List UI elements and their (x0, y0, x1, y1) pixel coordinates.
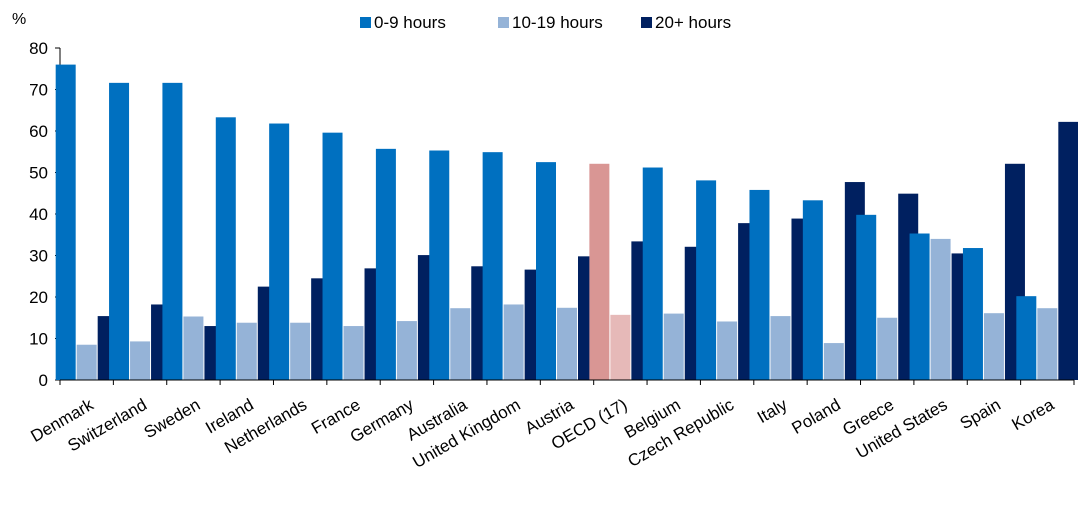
x-axis: DenmarkSwitzerlandSwedenIrelandNetherlan… (27, 379, 1075, 472)
bar-0-9-hours (802, 200, 823, 380)
chart-legend: 0-9 hours 10-19 hours 20+ hours (360, 13, 731, 32)
x-tick-label: Korea (1009, 395, 1058, 434)
y-tick-label: 20 (29, 288, 48, 307)
legend-swatch (360, 17, 371, 28)
x-tick-label: United States (853, 395, 951, 462)
bar-20-hours (1058, 121, 1078, 381)
y-tick-label: 40 (29, 205, 48, 224)
bar-0-9-hours (55, 64, 76, 380)
bar-0-9-hours (429, 150, 450, 380)
legend-label: 10-19 hours (512, 13, 603, 32)
bar-10-19-hours (823, 343, 844, 380)
bar-10-19-hours (236, 322, 257, 380)
bar-0-9-hours (162, 82, 183, 381)
bar-0-9-hours (322, 132, 343, 380)
bar-0-9-hours (642, 167, 663, 380)
bar-0-9-hours (109, 82, 130, 381)
bar-10-19-hours (130, 341, 151, 380)
legend-label: 20+ hours (655, 13, 731, 32)
bar-10-19-hours (983, 313, 1004, 380)
y-tick-label: 30 (29, 247, 48, 266)
y-tick-label: 80 (29, 39, 48, 58)
bar-10-19-hours (76, 344, 97, 380)
x-tick-label: Spain (957, 395, 1004, 433)
bar-10-19-hours (396, 321, 417, 380)
bar-10-19-hours (717, 321, 738, 380)
bar-0-9-hours (215, 117, 236, 381)
y-tick-label: 60 (29, 122, 48, 141)
x-tick-label: Italy (754, 395, 791, 427)
y-tick-label: 50 (29, 164, 48, 183)
bar-10-19-hours (503, 304, 524, 380)
bar-0-9-hours (536, 162, 556, 380)
bar-10-19-hours (930, 238, 951, 380)
bar-10-19-hours (290, 322, 311, 380)
bar-0-9-hours (909, 233, 930, 380)
bar-0-9-hours (696, 180, 717, 380)
legend-swatch (641, 17, 652, 28)
bars-group (55, 64, 1078, 381)
bar-10-19-hours (183, 316, 204, 380)
bar-10-19-hours (450, 308, 471, 380)
bar-10-19-hours (877, 317, 898, 380)
bar-10-19-hours (610, 314, 631, 380)
y-tick-label: 0 (39, 371, 48, 390)
y-axis-unit-label: % (12, 11, 26, 28)
y-tick-label: 10 (29, 330, 48, 349)
bar-0-9-hours (589, 163, 610, 380)
bar-10-19-hours (557, 307, 577, 380)
bar-10-19-hours (663, 313, 684, 380)
bar-0-9-hours (482, 152, 503, 380)
bar-0-9-hours (962, 248, 983, 380)
y-tick-label: 70 (29, 81, 48, 100)
bar-0-9-hours (269, 123, 290, 380)
bar-0-9-hours (375, 148, 396, 380)
bar-0-9-hours (749, 189, 770, 380)
legend-label: 0-9 hours (374, 13, 446, 32)
bar-0-9-hours (856, 214, 877, 380)
bar-0-9-hours (1016, 296, 1037, 380)
x-tick-label: Sweden (141, 395, 204, 442)
x-tick-label: Poland (788, 395, 843, 438)
bar-10-19-hours (343, 326, 364, 380)
y-axis: 0 10 20 30 40 50 60 70 80 (29, 39, 61, 390)
bar-10-19-hours (1037, 308, 1058, 380)
legend-swatch (498, 17, 509, 28)
bar-10-19-hours (770, 316, 791, 380)
